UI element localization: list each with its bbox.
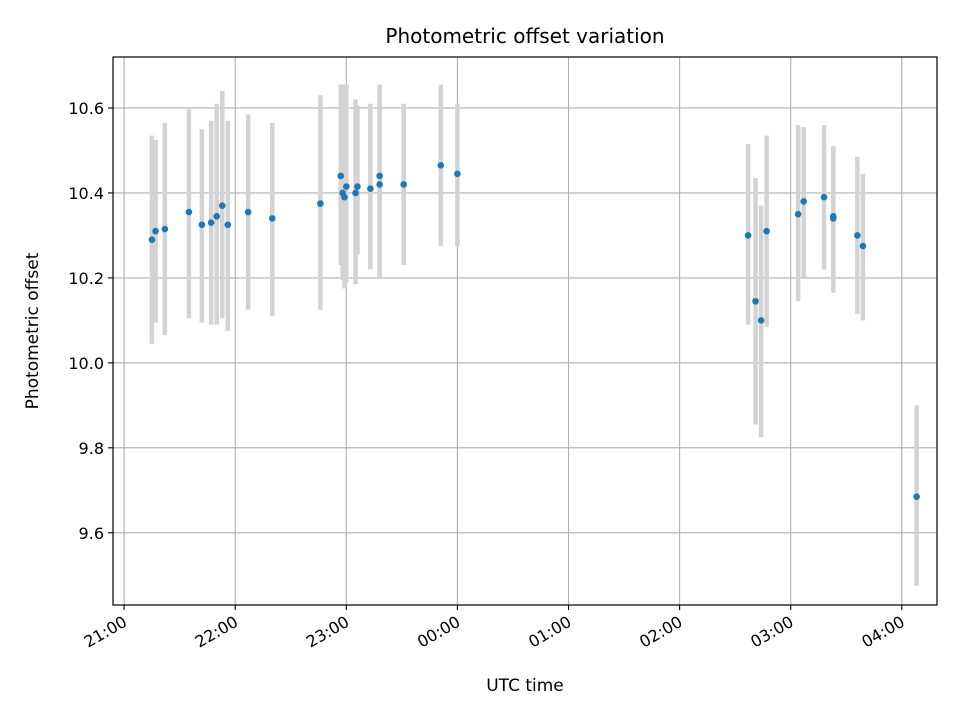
data-point xyxy=(367,185,374,192)
data-point xyxy=(376,181,383,188)
data-point xyxy=(913,493,920,500)
x-axis: 21:00 22:00 23:00 00:00 01:00 02:00 03:00 04:00 xyxy=(81,605,908,652)
y-tick-label: 9.6 xyxy=(79,524,104,543)
data-point xyxy=(454,170,461,178)
data-point xyxy=(859,242,867,250)
y-tick-label: 10.2 xyxy=(68,269,104,288)
data-point xyxy=(218,202,226,209)
data-point xyxy=(752,297,759,305)
data-point xyxy=(854,232,861,239)
chart-title: Photometric offset variation xyxy=(385,24,664,48)
data-point xyxy=(341,193,348,201)
x-tick-label: 03:00 xyxy=(747,612,796,652)
x-tick-label: 04:00 xyxy=(858,612,907,652)
y-axis: 9.6 9.8 10.0 10.2 10.4 10.6 xyxy=(68,99,113,543)
x-tick-label: 22:00 xyxy=(192,612,241,652)
data-point xyxy=(198,221,206,229)
data-point xyxy=(317,200,324,207)
data-point xyxy=(830,213,837,220)
y-tick-label: 9.8 xyxy=(79,439,104,458)
data-point xyxy=(400,181,408,188)
data-point xyxy=(800,198,807,205)
data-point xyxy=(213,213,220,220)
data-points xyxy=(148,162,920,500)
x-tick-label: 02:00 xyxy=(636,612,685,652)
y-tick-label: 10.6 xyxy=(68,99,104,118)
data-point xyxy=(354,183,361,190)
y-tick-label: 10.0 xyxy=(68,354,104,373)
data-point xyxy=(820,193,828,201)
data-point xyxy=(343,183,350,190)
x-tick-label: 23:00 xyxy=(303,612,352,652)
x-tick-label: 00:00 xyxy=(414,612,463,652)
data-point xyxy=(161,225,169,233)
data-point xyxy=(757,317,765,324)
error-bars xyxy=(149,84,919,586)
data-point xyxy=(268,215,276,222)
plot-frame xyxy=(112,56,938,606)
x-tick-label: 21:00 xyxy=(81,612,130,652)
data-point xyxy=(244,208,252,216)
x-axis-title: UTC time xyxy=(486,676,564,696)
grid-lines xyxy=(113,57,937,605)
data-point xyxy=(376,172,383,180)
data-point xyxy=(794,210,802,218)
data-point xyxy=(207,219,215,226)
y-tick-label: 10.4 xyxy=(68,184,104,203)
data-point xyxy=(744,232,752,239)
data-point xyxy=(185,208,193,216)
y-axis-title: Photometric offset xyxy=(23,252,43,409)
data-point xyxy=(148,236,156,243)
data-point xyxy=(152,227,159,235)
x-tick-label: 01:00 xyxy=(525,612,574,652)
data-point xyxy=(224,221,232,229)
data-point xyxy=(437,162,445,169)
data-point xyxy=(337,172,345,180)
data-point xyxy=(763,227,770,235)
data-point xyxy=(352,189,359,197)
